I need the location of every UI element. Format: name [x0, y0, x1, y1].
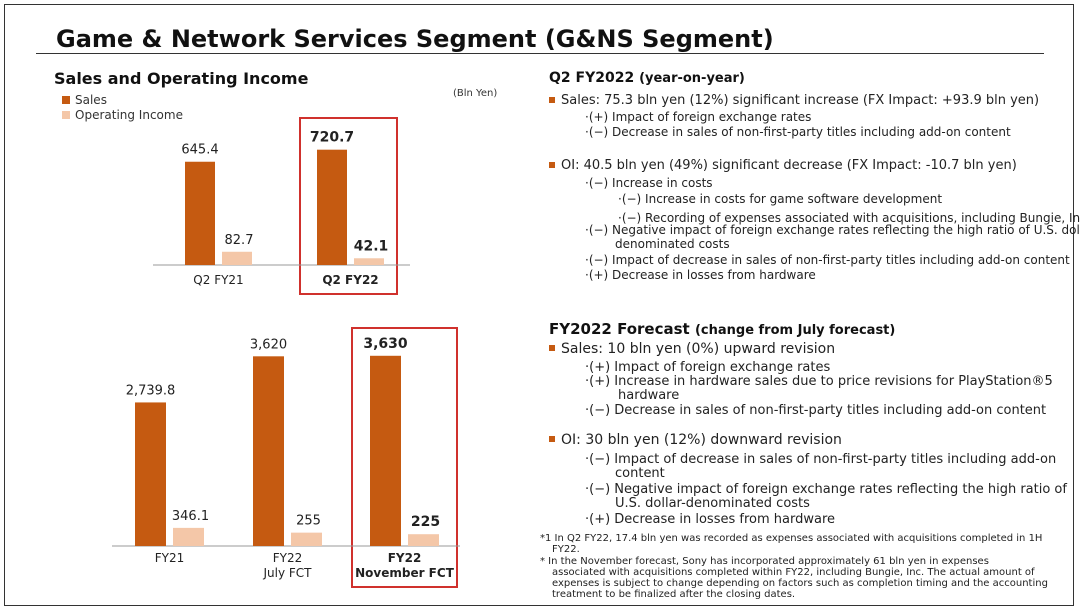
q2-oi-subitem: ·(−) Recording of expenses associated wi… [618, 207, 1080, 226]
data-label-oi: 42.1 [354, 238, 389, 254]
data-label-oi: 82.7 [225, 233, 254, 248]
bullet-icon [549, 436, 555, 442]
q2-oi-subitem-text: ·(−) Recording of expenses associated wi… [618, 211, 1080, 225]
bar-operating-income [291, 532, 322, 546]
data-label-sales: 720.7 [310, 130, 354, 146]
footnote-1: *1 In Q2 FY22, 17.4 bln yen was recorded… [540, 533, 1043, 544]
data-label-sales: 2,739.8 [126, 383, 176, 398]
category-label: July FCT [262, 566, 312, 580]
legend-sales-label: Sales [75, 93, 107, 107]
footnote-2-cont: treatment to be finalized after the clos… [552, 589, 796, 600]
q2-sales-text: Sales: 75.3 bln yen (12%) significant in… [561, 93, 1040, 108]
fy-oi-item-cont: content [615, 466, 665, 481]
legend-oi-label: Operating Income [75, 108, 183, 122]
fy-sales-item: ·(+) Impact of foreign exchange rates [585, 360, 831, 375]
q2-sales-line: Sales: 75.3 bln yen (12%) significant in… [549, 93, 1039, 108]
chart-section-heading: Sales and Operating Income [54, 69, 309, 88]
q2-oi-item-cont: denominated costs [615, 237, 730, 251]
fy-sales-item: ·(−) Decrease in sales of non-first-part… [585, 403, 1047, 418]
q2-oi-item: ·(+) Decrease in losses from hardware [585, 268, 816, 282]
q2-heading: Q2 FY2022 (year-on-year) [549, 70, 745, 86]
fy-heading: FY2022 Forecast (change from July foreca… [549, 320, 895, 338]
bar-operating-income [173, 527, 204, 546]
fy-heading-note: (change from July forecast) [694, 323, 896, 338]
bar-operating-income [354, 258, 384, 265]
bar-sales [253, 356, 284, 546]
fy-oi-item: ·(+) Decrease in losses from hardware [585, 512, 835, 527]
q2-oi-line: OI: 40.5 bln yen (49%) significant decre… [549, 158, 1017, 173]
q2-oi-text: OI: 40.5 bln yen (49%) significant decre… [561, 158, 1017, 173]
data-label-oi: 346.1 [172, 509, 209, 524]
category-label: November FCT [355, 566, 455, 580]
category-label: FY22 [388, 551, 422, 565]
q2-oi-item: ·(−) Negative impact of foreign exchange… [585, 223, 1080, 237]
category-label: FY21 [155, 551, 185, 565]
q2-oi-item: ·(−) Impact of decrease in sales of non-… [585, 253, 1070, 267]
fy-sales-item: ·(+) Increase in hardware sales due to p… [585, 374, 1053, 389]
legend-sales: Sales [62, 93, 107, 107]
data-label-sales: 3,620 [250, 337, 287, 352]
bar-sales [370, 355, 401, 546]
bullet-icon [549, 96, 555, 103]
data-label-oi: 225 [411, 514, 440, 530]
fy-sales-line: Sales: 10 bln yen (0%) upward revision [549, 342, 835, 357]
q2-sales-item: ·(−) Decrease in sales of non-first-part… [585, 125, 1011, 139]
legend-oi-swatch [62, 111, 70, 119]
bar-operating-income [222, 251, 252, 265]
q2-sales-item: ·(+) Impact of foreign exchange rates [585, 110, 812, 124]
footnote-2-cont: expenses is subject to change depending … [552, 578, 1048, 589]
footnote-2: * In the November forecast, Sony has inc… [540, 556, 989, 567]
q2-oi-item: ·(−) Increase in costs [585, 176, 713, 190]
data-label-sales: 3,630 [363, 336, 408, 352]
title-divider [36, 53, 1044, 54]
fy-oi-item-cont: U.S. dollar-denominated costs [615, 496, 810, 511]
q2-heading-note: (year-on-year) [639, 71, 745, 86]
highlight-box-q2-fy22 [299, 117, 398, 295]
q2-heading-text: Q2 FY2022 [549, 70, 635, 86]
footnote-2-cont: associated with acquisitions completed w… [552, 567, 1035, 578]
highlight-box-fy22-november-fct [351, 327, 458, 588]
charts-svg: 645.4 82.7 Q2 FY21 720.7 42.1 Q2 FY22 2,739.8 3… [112, 130, 460, 580]
fy-oi-item: ·(−) Impact of decrease in sales of non-… [585, 452, 1057, 467]
bar-sales [135, 402, 166, 546]
data-label-sales: 645.4 [181, 143, 218, 158]
bullet-icon [549, 161, 555, 168]
unit-label: (Bln Yen) [453, 88, 498, 99]
fy-sales-item-cont: hardware [618, 388, 680, 403]
legend-sales-swatch [62, 96, 70, 104]
fy-heading-text: FY2022 Forecast [549, 320, 690, 338]
slide-frame [4, 4, 1074, 606]
bar-sales [317, 149, 347, 265]
fy-oi-item: ·(−) Negative impact of foreign exchange… [585, 482, 1067, 497]
fy-oi-line: OI: 30 bln yen (12%) downward revision [549, 433, 842, 448]
fy-oi-text: OI: 30 bln yen (12%) downward revision [561, 432, 842, 448]
category-label: Q2 FY22 [322, 273, 378, 287]
legend-operating-income: Operating Income [62, 108, 183, 122]
footnote-1-cont: FY22. [552, 544, 580, 555]
fy-sales-text: Sales: 10 bln yen (0%) upward revision [561, 341, 836, 357]
bar-operating-income [408, 534, 439, 546]
bullet-icon [549, 345, 555, 351]
bar-sales [185, 161, 215, 265]
category-label: Q2 FY21 [193, 273, 243, 287]
data-label-oi: 255 [296, 514, 321, 529]
category-label: FY22 [273, 551, 303, 565]
slide-title: Game & Network Services Segment (G&NS Se… [56, 25, 774, 53]
q2-oi-subitem: ·(−) Increase in costs for game software… [618, 192, 943, 206]
